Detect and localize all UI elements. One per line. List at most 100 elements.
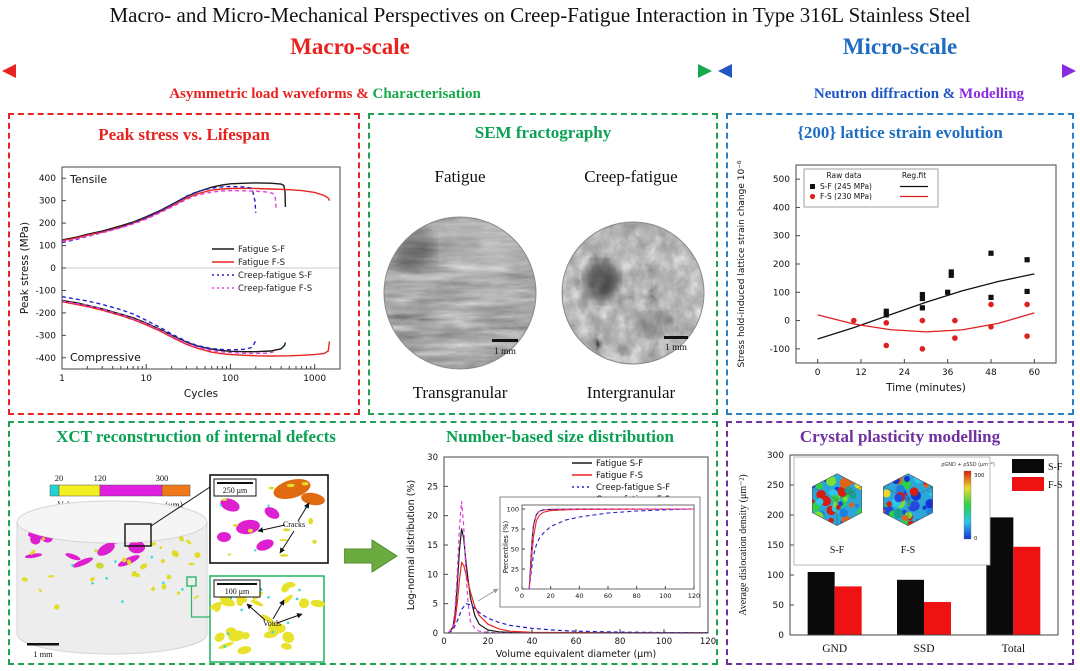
size-distribution-chart: 0 5 10 15 20 25 30 0 20 40 60 80 100 120 Volume equiva… [406,453,716,660]
micro-subtitle-purple: Modelling [959,86,1025,102]
macro-subtitle-red: Asymmetric load waveforms & [169,86,369,102]
macro-subtitle: Asymmetric load waveforms & Characterisa… [35,86,615,103]
svg-text:40: 40 [575,592,583,600]
svg-text:F-S: F-S [1048,480,1062,491]
svg-text:100: 100 [39,242,56,252]
svg-text:Cracks: Cracks [283,520,305,529]
svg-text:100: 100 [656,637,672,647]
svg-text:Fatigue S-F: Fatigue S-F [238,245,285,255]
svg-text:Creep-fatigue F-S: Creep-fatigue F-S [238,284,312,294]
svg-text:50: 50 [511,546,519,554]
svg-text:S-F: S-F [1048,462,1063,473]
svg-text:Raw data: Raw data [826,171,861,180]
sem-label-fatigue: Fatigue [434,167,486,186]
svg-text:25: 25 [511,566,519,574]
panel-xct-and-distribution: XCT reconstruction of internal defects N… [8,421,718,665]
svg-text:120: 120 [94,473,107,483]
svg-text:100: 100 [222,374,239,384]
xct-figure: 20120300Volume-equivalent diameters (μm)… [16,473,329,663]
sem-image-fatigue: 1 mm [383,216,537,370]
sem-image-creep-fatigue: 1 mm [561,221,705,365]
svg-text:5: 5 [433,600,438,610]
svg-text:Percentiles (%): Percentiles (%) [502,520,510,573]
svg-text:250 μm: 250 μm [223,486,248,495]
size-dist-title: Number-based size distribution [446,427,674,446]
scale-arrows [2,64,1076,78]
svg-text:36: 36 [942,368,954,378]
xct-title: XCT reconstruction of internal defects [56,427,336,446]
svg-text:250: 250 [767,481,784,491]
sem-creep-fatigue-texture [562,222,704,364]
micro-subtitle: Neutron diffraction & Modelling [760,86,1078,103]
svg-text:S-F (245 MPa): S-F (245 MPa) [820,182,872,191]
svg-text:100 μm: 100 μm [225,587,250,596]
peak-stress-title: Peak stress vs. Lifespan [98,125,270,144]
svg-text:Tensile: Tensile [69,173,107,186]
svg-text:Reg.fit: Reg.fit [902,171,926,180]
cp-title: Crystal plasticity modelling [799,427,1001,446]
macro-arrow-right-head [698,64,712,78]
svg-text:40: 40 [527,637,538,647]
svg-text:30: 30 [427,453,438,463]
macro-arrow-left-head [2,64,16,78]
svg-text:-100: -100 [770,345,791,355]
svg-text:0: 0 [784,317,790,327]
svg-text:10: 10 [140,374,152,384]
svg-text:150: 150 [767,541,784,551]
panel-lattice-strain: {200} lattice strain evolution -100 0 100 2… [726,113,1074,415]
svg-text:0: 0 [815,368,821,378]
svg-text:300: 300 [773,232,790,242]
svg-text:0: 0 [441,637,446,647]
svg-text:1 mm: 1 mm [665,343,688,353]
svg-text:20: 20 [55,473,64,483]
svg-text:Creep-fatigue S-F: Creep-fatigue S-F [596,483,670,493]
svg-text:0: 0 [520,592,524,600]
svg-text:120: 120 [700,637,716,647]
svg-text:Peak stress (MPa): Peak stress (MPa) [19,222,31,314]
micro-scale-label: Micro-scale [842,34,958,59]
svg-text:120: 120 [688,592,700,600]
svg-text:20: 20 [483,637,494,647]
svg-text:48: 48 [985,368,997,378]
lattice-strain-chart: -100 0 100 200 300 400 500 0 12 24 36 48 60 Time (min… [737,160,1057,394]
svg-text:20: 20 [547,592,555,600]
svg-text:1: 1 [59,374,65,384]
micro-subtitle-blue: Neutron diffraction & [813,86,956,102]
macro-subtitle-green: Characterisation [372,86,481,102]
panel-sem: SEM fractography Fatigue Creep-fatigue 1… [368,113,718,415]
svg-text:0: 0 [433,629,438,639]
svg-text:0: 0 [778,631,784,641]
svg-text:25: 25 [427,482,438,492]
svg-text:Stress hold-induced lattice st: Stress hold-induced lattice strain chang… [737,160,747,367]
svg-text:-200: -200 [36,309,57,319]
svg-text:200: 200 [767,511,784,521]
svg-text:400: 400 [39,174,56,184]
svg-text:-300: -300 [36,331,57,341]
svg-text:Total: Total [1002,643,1025,655]
svg-text:F-S (230 MPa): F-S (230 MPa) [820,192,872,201]
svg-text:20: 20 [427,512,438,522]
svg-text:200: 200 [39,219,56,229]
svg-text:S-F: S-F [830,545,845,556]
svg-text:24: 24 [899,368,911,378]
sem-label-transgranular: Transgranular [412,383,508,402]
svg-text:60: 60 [604,592,612,600]
svg-text:300: 300 [974,473,985,479]
svg-text:100: 100 [767,571,784,581]
svg-text:100: 100 [507,506,519,514]
svg-text:Compressive: Compressive [70,351,141,364]
svg-text:75: 75 [511,526,519,534]
svg-text:12: 12 [855,368,866,378]
svg-text:SSD: SSD [913,643,934,655]
figure-title: Macro- and Micro-Mechanical Perspectives… [109,3,971,27]
svg-text:-100: -100 [36,286,57,296]
dislocation-density-chart: GND SSD Total 0 50 100 150 200 250 300 Average dis… [738,451,1063,655]
svg-text:0: 0 [515,586,519,594]
svg-text:1 mm: 1 mm [33,649,53,659]
svg-text:GND: GND [822,643,847,655]
svg-text:F-S: F-S [901,545,915,556]
flow-arrow-icon [344,539,398,573]
svg-text:60: 60 [1029,368,1041,378]
lattice-title: {200} lattice strain evolution [797,123,1003,142]
